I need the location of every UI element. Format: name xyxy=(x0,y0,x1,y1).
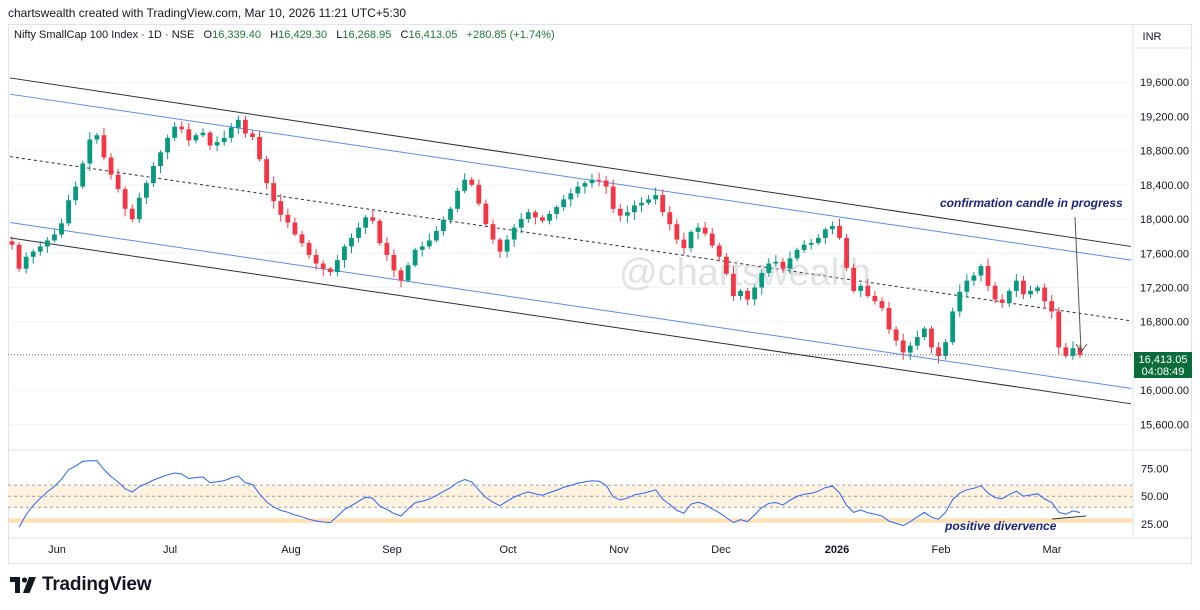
low-value: 16,268.95 xyxy=(342,29,392,41)
open-label: O xyxy=(203,29,213,41)
tradingview-logo[interactable]: TradingView xyxy=(10,574,152,596)
chart-frame xyxy=(8,24,1192,564)
creator-caption: chartswealth created with TradingView.co… xyxy=(8,6,407,20)
high-label: H xyxy=(270,29,279,41)
tradingview-logo-icon xyxy=(10,577,36,593)
tradingview-logo-text: TradingView xyxy=(42,574,152,595)
symbol-name: Nifty SmallCap 100 Index · 1D · NSE xyxy=(14,29,195,41)
symbol-legend[interactable]: Nifty SmallCap 100 Index · 1D · NSE O16,… xyxy=(14,29,555,41)
header-bar: chartswealth created with TradingView.co… xyxy=(0,0,1200,24)
high-value: 16,429.30 xyxy=(278,29,328,41)
close-value: 16,413.05 xyxy=(408,29,458,41)
close-label: C xyxy=(400,29,409,41)
low-label: L xyxy=(336,29,343,41)
change-value: +280.85 (+1.74%) xyxy=(466,29,555,41)
open-value: 16,339.40 xyxy=(212,29,262,41)
